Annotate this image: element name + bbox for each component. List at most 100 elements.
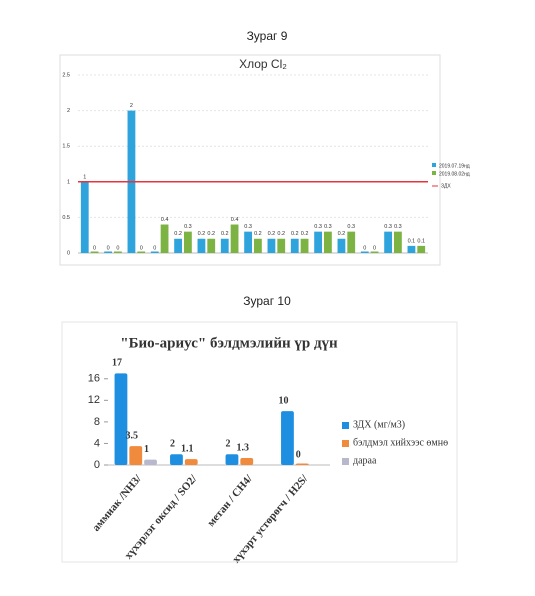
- bar: [137, 252, 145, 254]
- value-label: 0.2: [291, 231, 299, 237]
- value-label: 0.4: [231, 217, 239, 223]
- y-tick-label: 2.5: [62, 72, 70, 78]
- legend-label: бэлдмэл хийхээс өмнө: [353, 437, 448, 448]
- bar: [240, 458, 253, 465]
- chart-title: Хлор Cl₂: [239, 57, 287, 71]
- y-tick-label: 0: [94, 459, 100, 471]
- legend-label: дараа: [353, 455, 377, 466]
- value-label: 0.4: [161, 217, 169, 223]
- value-label: 0.2: [268, 231, 276, 237]
- bar: [361, 252, 369, 254]
- value-label: 0.1: [417, 238, 425, 244]
- legend-label: ЗДХ: [441, 183, 451, 189]
- bar: [161, 225, 169, 253]
- legend-swatch: [432, 163, 436, 167]
- bar: [338, 239, 346, 253]
- value-label: 0.3: [347, 224, 355, 230]
- bar: [347, 232, 355, 253]
- bar: [281, 411, 294, 465]
- bar: [314, 232, 322, 253]
- bar: [254, 239, 262, 253]
- chart-title: "Био-ариус" бэлдмэлийн үр дүн: [120, 335, 338, 351]
- value-label: 3.5: [126, 430, 139, 441]
- value-label: 0.2: [301, 231, 309, 237]
- bar: [226, 454, 239, 465]
- legend-swatch: [342, 458, 349, 465]
- bar: [277, 239, 285, 253]
- y-tick-label: 2: [67, 108, 70, 114]
- value-label: 0.1: [408, 238, 416, 244]
- value-label: 1: [83, 174, 86, 180]
- value-label: 0.3: [384, 224, 392, 230]
- y-tick-label: 4: [94, 437, 100, 449]
- value-label: 17: [112, 358, 122, 369]
- value-label: 0.2: [207, 231, 215, 237]
- value-label: 0.2: [174, 231, 182, 237]
- legend-label: 2019.07.19нд: [439, 163, 470, 169]
- bar: [394, 232, 402, 253]
- bar: [174, 239, 182, 253]
- bar: [231, 225, 239, 253]
- value-label: 1.3: [237, 442, 250, 453]
- bar: [408, 246, 416, 253]
- value-label: 1: [144, 444, 149, 455]
- bar: [324, 232, 332, 253]
- bar: [291, 239, 299, 253]
- bar: [104, 252, 112, 254]
- caption: Зураг 9: [247, 29, 288, 43]
- bar: [144, 460, 157, 465]
- value-label: 2: [130, 103, 133, 109]
- legend-swatch: [432, 171, 436, 175]
- value-label: 10: [278, 395, 288, 406]
- value-label: 0: [93, 245, 96, 251]
- value-label: 0.2: [338, 231, 346, 237]
- bar: [296, 464, 309, 466]
- y-tick-label: 12: [88, 394, 100, 406]
- bar: [301, 239, 309, 253]
- bar: [371, 252, 379, 254]
- value-label: 0.2: [254, 231, 262, 237]
- value-label: 0.2: [277, 231, 285, 237]
- bar: [417, 246, 425, 253]
- y-tick-label: 0: [67, 250, 70, 256]
- bar: [151, 252, 159, 254]
- value-label: 0.3: [244, 224, 252, 230]
- page: Зураг 9Хлор Cl₂00.511.522.510002000.40.2…: [0, 0, 535, 591]
- bar: [198, 239, 206, 253]
- value-label: 1.1: [181, 443, 194, 454]
- bar: [114, 252, 122, 254]
- value-label: 0: [363, 245, 366, 251]
- bar: [384, 232, 392, 253]
- caption: Зураг 10: [243, 294, 291, 308]
- value-label: 0.3: [314, 224, 322, 230]
- value-label: 0: [153, 245, 156, 251]
- value-label: 0.3: [394, 224, 402, 230]
- bar: [129, 446, 142, 465]
- y-tick-label: 16: [88, 373, 100, 385]
- legend-label: 2019.08.02нд: [439, 171, 470, 177]
- value-label: 0: [116, 245, 119, 251]
- bar: [91, 252, 99, 254]
- bar: [268, 239, 276, 253]
- value-label: 0: [296, 449, 301, 460]
- value-label: 0.3: [184, 224, 192, 230]
- x-tick-label: аммиак /NH3/: [90, 472, 144, 534]
- value-label: 0.3: [324, 224, 332, 230]
- bar: [185, 459, 198, 465]
- bar: [115, 373, 128, 465]
- value-label: 0.2: [221, 231, 229, 237]
- y-tick-label: 8: [94, 416, 100, 428]
- y-tick-label: 0.5: [62, 215, 70, 221]
- value-label: 0: [140, 245, 143, 251]
- value-label: 0: [107, 245, 110, 251]
- value-label: 2: [170, 439, 175, 450]
- bar: [170, 454, 183, 465]
- legend-swatch: [342, 440, 349, 447]
- value-label: 2: [225, 439, 230, 450]
- y-tick-label: 1.5: [62, 144, 70, 150]
- bar: [184, 232, 192, 253]
- bar: [81, 182, 89, 253]
- bar: [244, 232, 252, 253]
- legend-label: ЗДХ (мг/м3): [353, 419, 405, 430]
- bar: [221, 239, 229, 253]
